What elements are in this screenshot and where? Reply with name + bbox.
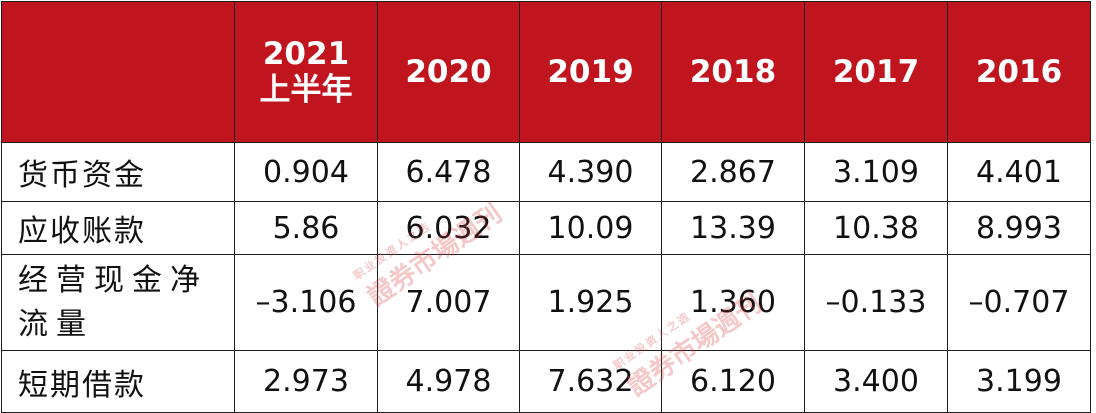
table-cell: 6.478 — [377, 142, 520, 202]
table-row: 货币资金 0.904 6.478 4.390 2.867 3.109 4.401 — [1, 142, 1091, 202]
table-cell: 1.925 — [519, 254, 662, 351]
table-cell: –3.106 — [234, 254, 378, 351]
header-2021h1: 2021 上半年 — [234, 1, 378, 143]
table-cell: 7.632 — [519, 350, 662, 413]
table-cell: 13.39 — [661, 201, 805, 255]
table-cell: 4.978 — [377, 350, 520, 413]
table-cell: 4.390 — [519, 142, 662, 202]
row-label: 经营现金净流量 — [1, 254, 235, 351]
table-cell: 4.401 — [947, 142, 1091, 202]
table-cell: 1.360 — [661, 254, 805, 351]
header-2017: 2017 — [804, 1, 948, 143]
table-row: 应收账款 5.86 6.032 10.09 13.39 10.38 8.993 — [1, 201, 1091, 255]
header-corner — [1, 1, 235, 143]
row-label: 短期借款 — [1, 350, 235, 413]
table-cell: 6.120 — [661, 350, 805, 413]
header-2018: 2018 — [661, 1, 805, 143]
table-row: 短期借款 2.973 4.978 7.632 6.120 3.400 3.199 — [1, 350, 1091, 413]
row-label: 货币资金 — [1, 142, 235, 202]
header-2020: 2020 — [377, 1, 520, 143]
row-label: 应收账款 — [1, 201, 235, 255]
header-2019: 2019 — [519, 1, 662, 143]
table-cell: 2.867 — [661, 142, 805, 202]
header-row: 2021 上半年 2020 2019 2018 2017 2016 — [1, 1, 1091, 143]
table-cell: 10.09 — [519, 201, 662, 255]
table-row: 经营现金净流量 –3.106 7.007 1.925 1.360 –0.133 … — [1, 254, 1091, 351]
table-cell: 10.38 — [804, 201, 948, 255]
table-cell: 6.032 — [377, 201, 520, 255]
table-cell: 3.199 — [947, 350, 1091, 413]
header-year: 2021 — [262, 36, 350, 72]
table-cell: 3.400 — [804, 350, 948, 413]
table-cell: 2.973 — [234, 350, 378, 413]
table-cell: 8.993 — [947, 201, 1091, 255]
table-cell: –0.707 — [947, 254, 1091, 351]
header-2016: 2016 — [947, 1, 1091, 143]
table-cell: 0.904 — [234, 142, 378, 202]
table-cell: 7.007 — [377, 254, 520, 351]
table-cell: 5.86 — [234, 201, 378, 255]
table-cell: 3.109 — [804, 142, 948, 202]
table-cell: –0.133 — [804, 254, 948, 351]
header-half-year: 上半年 — [259, 72, 353, 108]
